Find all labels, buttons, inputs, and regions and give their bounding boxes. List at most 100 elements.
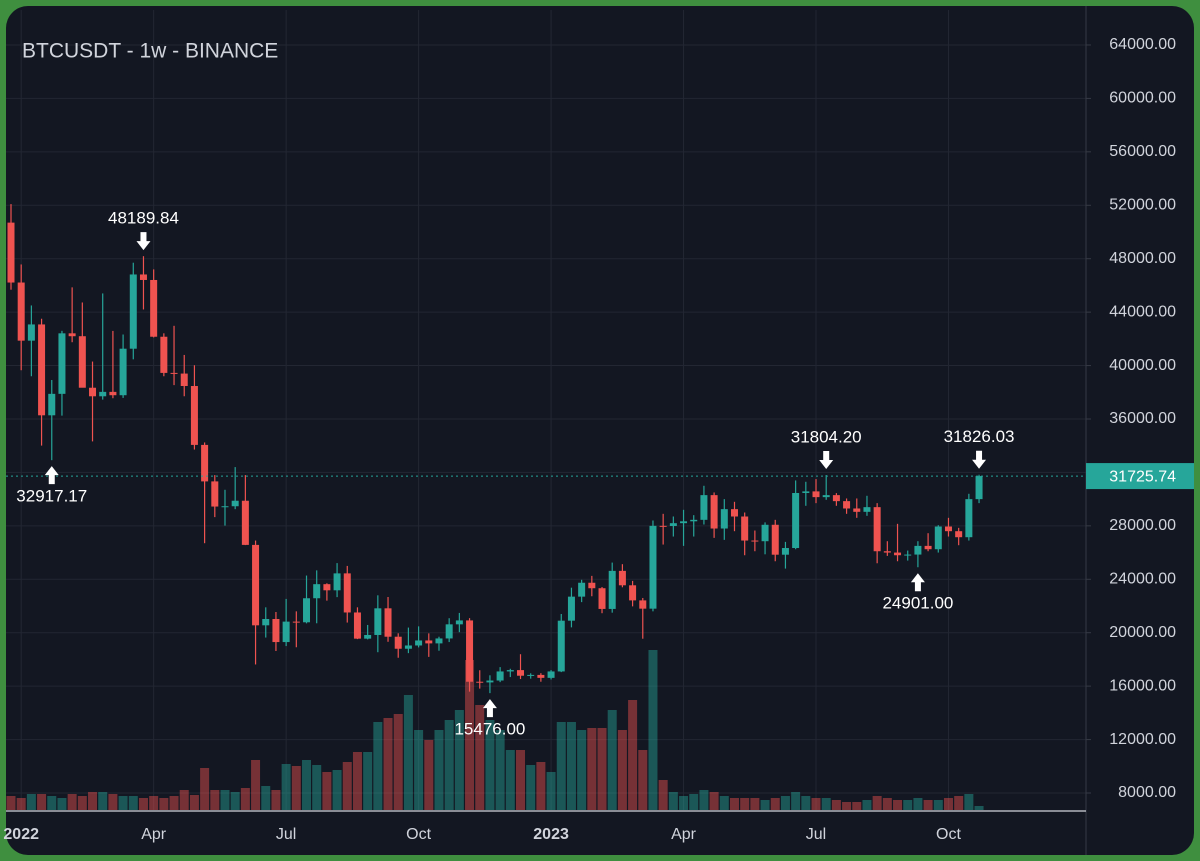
volume-bar xyxy=(444,720,454,810)
candle-body xyxy=(68,333,76,337)
candle-body xyxy=(588,582,596,589)
volume-bar xyxy=(679,796,689,810)
candle-body xyxy=(435,638,443,644)
candle-body xyxy=(557,620,565,672)
volume-bar xyxy=(852,802,862,810)
volume-bar xyxy=(505,750,515,810)
volume-bar xyxy=(271,790,281,810)
candle-body xyxy=(669,523,677,526)
annotation-arrow xyxy=(910,573,925,592)
volume-bar xyxy=(709,792,719,810)
volume-bar xyxy=(791,792,801,810)
volume-bar xyxy=(801,796,811,810)
volume-bar xyxy=(974,806,984,810)
volume-bar xyxy=(597,728,607,810)
volume-bar xyxy=(587,728,597,810)
y-tick-label: 16000.00 xyxy=(1109,677,1176,694)
candle-body xyxy=(190,386,198,445)
volume-bar xyxy=(332,770,342,810)
volume-bar xyxy=(882,798,892,810)
x-tick-label: Oct xyxy=(406,826,431,843)
volume-bar xyxy=(67,794,77,810)
volume-bar xyxy=(628,700,638,810)
volume-bar xyxy=(414,730,424,810)
candle-body xyxy=(720,509,728,529)
candle-body xyxy=(822,495,830,498)
candle-body xyxy=(608,570,616,609)
candle-body xyxy=(476,681,484,683)
candle-body xyxy=(975,476,983,500)
volume-bar xyxy=(189,795,199,810)
annotation-arrow xyxy=(819,451,834,470)
y-tick-label: 40000.00 xyxy=(1109,357,1176,374)
candle-body xyxy=(547,671,555,678)
candle-body xyxy=(170,372,178,374)
candle-body xyxy=(394,636,402,649)
candle-body xyxy=(680,521,688,524)
candle-body xyxy=(700,495,708,520)
volume-bar xyxy=(169,796,179,810)
volume-bar xyxy=(88,792,98,810)
candle-body xyxy=(415,640,423,646)
candle-body xyxy=(883,551,891,553)
candle-body xyxy=(241,500,249,545)
volume-bar xyxy=(495,730,505,810)
candle-body xyxy=(58,333,66,394)
volume-bar xyxy=(648,650,658,810)
annotation-label: 31804.20 xyxy=(791,428,862,447)
volume-bar xyxy=(526,765,536,810)
y-tick-label: 60000.00 xyxy=(1109,90,1176,107)
annotation-label: 15476.00 xyxy=(454,720,525,739)
x-tick-label: Apr xyxy=(141,826,167,843)
candle-body xyxy=(578,582,586,597)
volume-bar xyxy=(475,705,485,810)
volume-bar xyxy=(933,800,943,810)
x-tick-label: Apr xyxy=(671,826,697,843)
x-tick-label: Jul xyxy=(276,826,296,843)
axes: 8000.00 12000.00 16000.00 20000.00 24000.00 2… xyxy=(3,36,1194,843)
volume-bar xyxy=(57,798,67,810)
candle-body xyxy=(832,495,840,502)
panel xyxy=(6,6,1194,855)
candle-body xyxy=(567,596,575,621)
candle-body xyxy=(955,531,963,538)
volume-bar xyxy=(179,790,189,810)
volume-bar xyxy=(312,765,322,810)
volume-bar xyxy=(638,750,648,810)
volume-bar xyxy=(536,762,546,810)
volume-bar xyxy=(26,794,36,810)
volume-bar xyxy=(281,764,291,810)
candle-body xyxy=(272,618,280,643)
volume-bar xyxy=(740,798,750,810)
volume-bar xyxy=(393,714,403,810)
volume-bar xyxy=(37,794,47,810)
volume-bar xyxy=(943,798,953,810)
volume-bar xyxy=(98,792,108,810)
candle-body xyxy=(139,274,147,280)
candle-body xyxy=(802,491,810,493)
y-tick-label: 48000.00 xyxy=(1109,250,1176,267)
volume-bar xyxy=(302,760,312,810)
volume-bar xyxy=(128,796,138,810)
volume-bar xyxy=(893,800,903,810)
candle-body xyxy=(914,545,922,555)
y-tick-label: 24000.00 xyxy=(1109,570,1176,587)
volume-bar xyxy=(363,752,373,810)
candle-body xyxy=(343,573,351,613)
volume-bar xyxy=(954,796,964,810)
candle-body xyxy=(404,645,412,649)
chart-title: BTCUSDT - 1w - BINANCE xyxy=(22,40,278,63)
candle-body xyxy=(445,624,453,639)
volume-bar xyxy=(964,794,974,810)
candle-body xyxy=(618,570,626,586)
annotation-arrow xyxy=(136,232,151,251)
volume-bar xyxy=(230,792,240,810)
annotation-arrow xyxy=(44,466,59,485)
candle-body xyxy=(506,670,514,672)
candle-body xyxy=(150,279,158,337)
candle-body xyxy=(730,509,738,517)
candle-body xyxy=(853,508,861,512)
x-tick-label: Oct xyxy=(936,826,961,843)
volume-bar xyxy=(465,660,475,810)
